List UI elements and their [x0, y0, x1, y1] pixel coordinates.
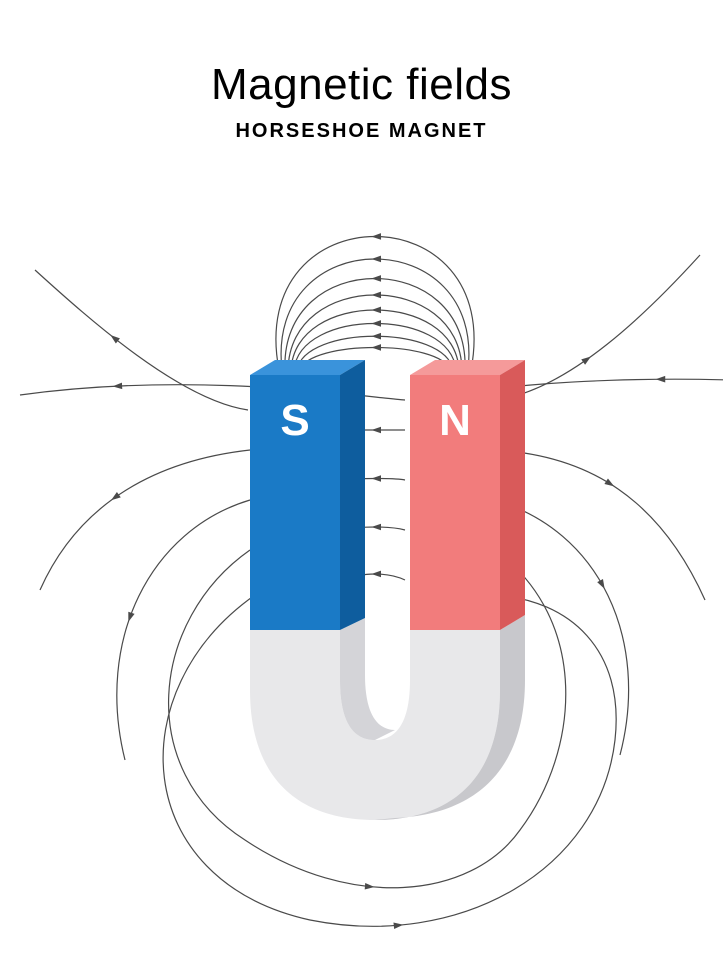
field-line	[40, 450, 250, 590]
field-arrow	[371, 275, 381, 282]
field-arrow	[371, 292, 381, 299]
field-arrow	[371, 307, 381, 314]
field-arrow	[371, 571, 381, 578]
field-line	[494, 450, 705, 600]
title: Magnetic fields	[0, 60, 723, 110]
horseshoe-magnet: S N	[250, 360, 525, 820]
field-arrow	[371, 427, 381, 434]
field-arrow	[656, 376, 666, 383]
field-arrow	[371, 475, 381, 482]
field-arrow	[604, 478, 616, 489]
field-arrow	[393, 921, 403, 929]
subtitle: HORSESHOE MAGNET	[0, 120, 723, 143]
magnet-diagram: S N	[0, 200, 723, 940]
field-arrow	[109, 492, 121, 503]
south-pole: S	[250, 360, 365, 630]
field-arrow	[371, 256, 381, 263]
field-line	[281, 259, 469, 370]
field-arrow	[371, 233, 381, 240]
field-arrow	[371, 333, 381, 340]
field-line	[288, 295, 462, 370]
north-pole: N	[410, 360, 525, 630]
field-arrow	[371, 320, 381, 327]
diagram-container: Magnetic fields HORSESHOE MAGNET	[0, 0, 723, 980]
field-arrow	[365, 883, 375, 890]
field-arrowheads	[108, 233, 665, 929]
field-arrow	[581, 354, 593, 365]
field-arrow	[371, 524, 381, 531]
field-line	[117, 500, 250, 760]
field-arrow	[371, 344, 381, 351]
field-arrow	[125, 612, 134, 623]
field-line	[496, 255, 700, 400]
south-label: S	[280, 396, 309, 445]
field-arrow	[597, 579, 607, 591]
field-line	[276, 237, 474, 371]
field-arrow	[112, 383, 122, 390]
north-label: N	[439, 396, 471, 445]
magnet-base-inner	[340, 618, 395, 740]
field-lines	[20, 237, 723, 927]
